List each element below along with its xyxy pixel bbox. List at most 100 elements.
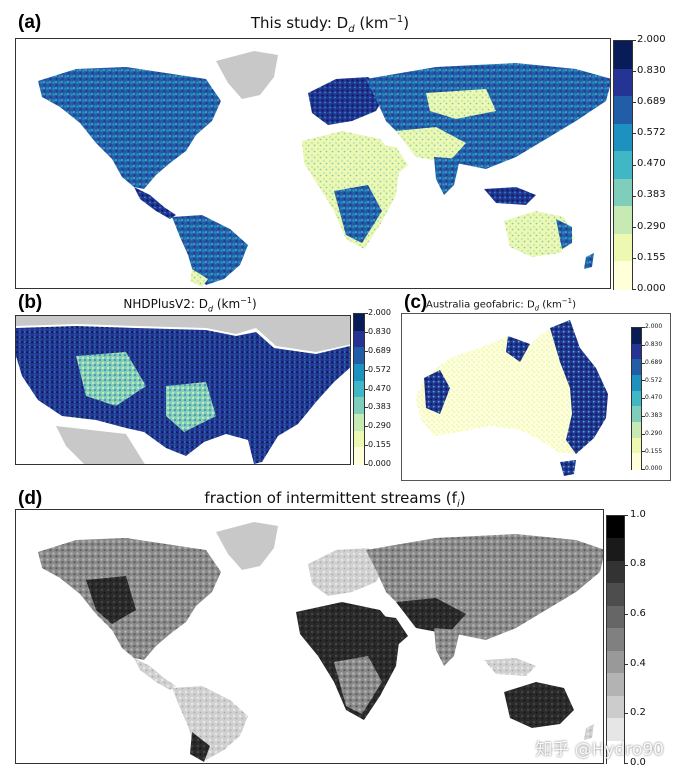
colorbar-segment	[632, 359, 641, 376]
colorbar-segment	[614, 206, 632, 235]
colorbar-segment	[632, 375, 641, 392]
north-america	[38, 67, 221, 189]
colorbar-tick-label: 0.830	[368, 326, 391, 336]
panel-label-c: (c)	[404, 292, 428, 313]
colorbar-segment	[632, 453, 641, 470]
panel-a-map	[15, 38, 611, 289]
colorbar-tick-label: 0.290	[637, 220, 666, 232]
colorbar-segment	[614, 261, 632, 290]
colorbar-tick-label: 0.290	[368, 421, 391, 431]
colorbar-segment	[607, 740, 624, 764]
colorbar-tick-label: 0.000	[368, 459, 391, 469]
colorbar-segment	[354, 447, 364, 465]
colorbar-tick-mark	[642, 380, 645, 382]
colorbar-segment	[607, 516, 624, 540]
europe	[308, 77, 388, 125]
colorbar-tick-mark	[633, 226, 636, 228]
colorbar-tick-label: 0.000	[637, 282, 666, 294]
colorbar-tick-label: 2.000	[645, 323, 663, 331]
colorbar-segment	[632, 328, 641, 345]
colorbar-segment	[607, 605, 624, 629]
colorbar-tick-mark	[633, 40, 636, 41]
colorbar-tick-mark	[642, 433, 645, 435]
colorbar-segment	[632, 422, 641, 439]
panel-label-a: (a)	[18, 12, 42, 33]
colorbar-tick-mark	[633, 257, 636, 259]
colorbar-tick-label: 0.6	[630, 608, 646, 619]
colorbar-tick-mark	[365, 426, 368, 428]
colorbar-tick-label: 0.572	[637, 127, 666, 139]
colorbar-segment	[614, 41, 632, 70]
colorbar-tick-mark	[625, 614, 628, 616]
colorbar-tick-label: 0.2	[630, 707, 646, 719]
colorbar-tick-label: 0.470	[637, 158, 666, 170]
colorbar-tick-mark	[365, 407, 368, 409]
southeast-asia-islands	[484, 187, 536, 205]
colorbar-tick-mark	[625, 663, 628, 665]
colorbar-tick-mark	[365, 388, 368, 390]
colorbar-segment	[607, 538, 624, 562]
panel-a-colorbar	[613, 40, 633, 290]
panel-b-colorbar	[353, 313, 365, 465]
colorbar-tick-mark	[365, 464, 368, 465]
colorbar-tick-label: 0.470	[645, 394, 663, 402]
conus-map-drainage-density	[16, 316, 350, 464]
australia	[504, 211, 574, 257]
panel-b-title: NHDPlusV2: Dd (km−1)	[123, 296, 257, 314]
colorbar-tick-label: 0.572	[368, 364, 391, 374]
colorbar-segment	[354, 414, 364, 432]
colorbar-segment	[607, 673, 624, 697]
colorbar-tick-mark	[625, 564, 628, 566]
colorbar-tick-label: 0.689	[637, 96, 666, 108]
colorbar-tick-label: 2.000	[368, 308, 391, 318]
colorbar-segment	[632, 343, 641, 360]
watermark: 知乎 @Hydro90	[535, 740, 664, 760]
colorbar-tick-mark	[642, 362, 645, 364]
colorbar-tick-mark	[625, 763, 628, 764]
colorbar-tick-label: 0.470	[368, 383, 391, 393]
central-america	[134, 187, 176, 219]
colorbar-tick-label: 0.383	[637, 189, 666, 201]
panel-d-title: fraction of intermittent streams (fi)	[204, 489, 466, 510]
colorbar-segment	[354, 380, 364, 398]
colorbar-segment	[632, 406, 641, 423]
colorbar-segment	[607, 718, 624, 742]
colorbar-tick-label: 0.290	[645, 429, 663, 437]
colorbar-tick-label: 0.383	[645, 412, 663, 420]
asia	[366, 63, 610, 169]
colorbar-tick-mark	[365, 313, 368, 314]
colorbar-segment	[354, 397, 364, 415]
colorbar-segment	[354, 330, 364, 348]
colorbar-tick-mark	[365, 350, 368, 352]
colorbar-tick-label: 1.0	[630, 508, 646, 520]
colorbar-tick-label: 0.0	[630, 756, 646, 768]
colorbar-tick-mark	[625, 713, 628, 715]
colorbar-tick-label: 0.572	[645, 376, 663, 384]
colorbar-segment	[614, 151, 632, 180]
colorbar-tick-label: 0.830	[637, 64, 666, 76]
colorbar-tick-label: 0.155	[368, 440, 391, 450]
colorbar-segment	[632, 390, 641, 407]
colorbar-tick-mark	[633, 164, 636, 166]
colorbar-segment	[607, 628, 624, 652]
colorbar-tick-mark	[633, 71, 636, 73]
colorbar-tick-mark	[642, 469, 645, 470]
colorbar-tick-label: 0.155	[645, 447, 663, 455]
panel-label-b: (b)	[18, 292, 43, 313]
india	[434, 157, 460, 195]
colorbar-tick-label: 0.689	[368, 345, 391, 355]
colorbar-tick-label: 0.689	[645, 358, 663, 366]
colorbar-tick-mark	[642, 451, 645, 453]
panel-a-title: This study: Dd (km−1)	[250, 14, 410, 35]
tasmania	[560, 460, 576, 476]
colorbar-tick-mark	[642, 327, 645, 328]
colorbar-segment	[354, 347, 364, 365]
colorbar-segment	[614, 178, 632, 207]
panel-c-colorbar	[631, 327, 642, 470]
colorbar-segment	[354, 314, 364, 332]
colorbar-tick-mark	[642, 398, 645, 399]
colorbar-segment	[632, 437, 641, 454]
colorbar-tick-mark	[633, 289, 636, 290]
colorbar-tick-label: 0.383	[368, 402, 391, 412]
colorbar-segment	[607, 695, 624, 719]
